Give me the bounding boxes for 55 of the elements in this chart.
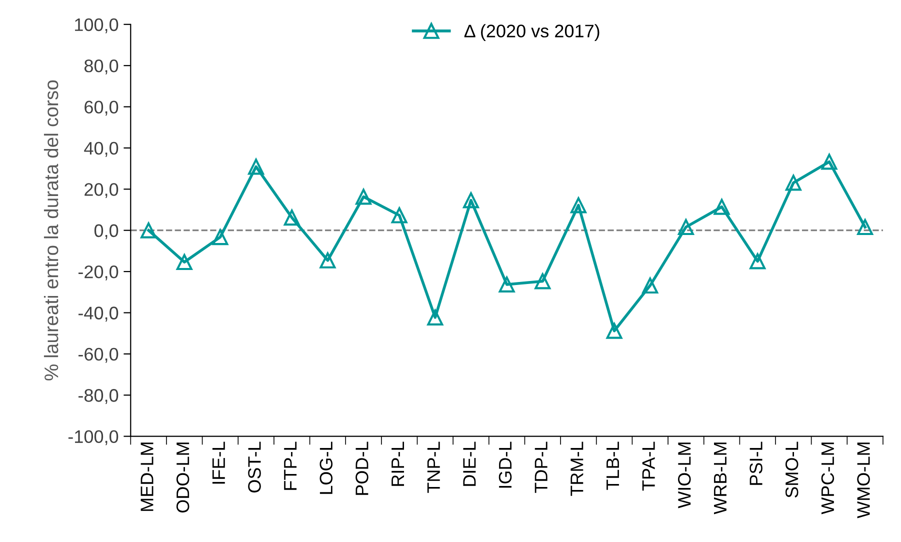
point — [785, 174, 802, 191]
point — [714, 198, 730, 215]
x-tick-label: WRB-LM — [714, 442, 726, 514]
x-tick-label: WIO-LM — [678, 442, 691, 508]
point — [284, 210, 300, 226]
y-tick-label: -60,0 — [78, 348, 118, 363]
y-tick-label: 100,0 — [75, 18, 118, 34]
x-tick-label: IGD-L — [498, 442, 512, 488]
point — [498, 276, 515, 293]
x-tick-label: ODO-LM — [176, 442, 190, 513]
y-axis-title: % laureati entro la durata del corso — [44, 80, 58, 380]
x-tick-label: FTP-L — [284, 442, 297, 490]
x-tick-label: SMO-L — [785, 442, 798, 498]
x-tick-label: PSI-L — [750, 442, 762, 485]
point — [427, 309, 444, 326]
x-tick-label: OST-L — [248, 442, 261, 492]
x-tick-label: RIP-L — [392, 442, 404, 486]
point — [248, 158, 264, 175]
x-tick-label: WMO-LM — [857, 442, 870, 518]
point — [391, 207, 408, 224]
point — [463, 192, 479, 208]
point — [534, 273, 551, 290]
point — [140, 222, 157, 238]
x-tick-label: DIE-L — [463, 442, 476, 486]
x-tick-label: WPC-LM — [821, 442, 834, 514]
x-tick-label: TNP-L — [427, 442, 440, 493]
point — [750, 253, 766, 270]
y-tick-label: -20,0 — [78, 265, 118, 280]
x-tick-label: TPA-L — [642, 442, 655, 491]
point — [176, 254, 192, 270]
x-tick-label: TRM-L — [570, 442, 584, 496]
y-tick-label: 40,0 — [84, 142, 118, 157]
point — [320, 252, 336, 268]
x-tick-label: TLB-L — [606, 442, 619, 490]
point — [821, 154, 838, 170]
point — [356, 188, 372, 205]
point — [642, 278, 658, 294]
y-tick-label: 80,0 — [84, 60, 118, 74]
y-tick-label: -40,0 — [78, 306, 118, 322]
point — [678, 219, 694, 236]
y-tick-label: -100,0 — [68, 430, 118, 446]
point — [212, 229, 228, 246]
y-tick-label: 60,0 — [84, 100, 118, 116]
x-tick-label: TDP-L — [534, 442, 548, 493]
point — [606, 322, 622, 339]
y-tick-label: 20,0 — [84, 183, 118, 198]
x-tick-label: MED-LM — [140, 442, 154, 511]
y-tick-label: 0,0 — [94, 224, 118, 240]
point — [570, 197, 586, 214]
legend-label: Δ (2020 vs 2017) — [464, 24, 600, 41]
point — [857, 219, 874, 236]
x-tick-label: LOG-L — [320, 442, 333, 494]
y-tick-label: -80,0 — [78, 389, 118, 404]
x-tick-label: POD-L — [356, 442, 368, 495]
x-tick-label: IFE-L — [212, 442, 225, 484]
